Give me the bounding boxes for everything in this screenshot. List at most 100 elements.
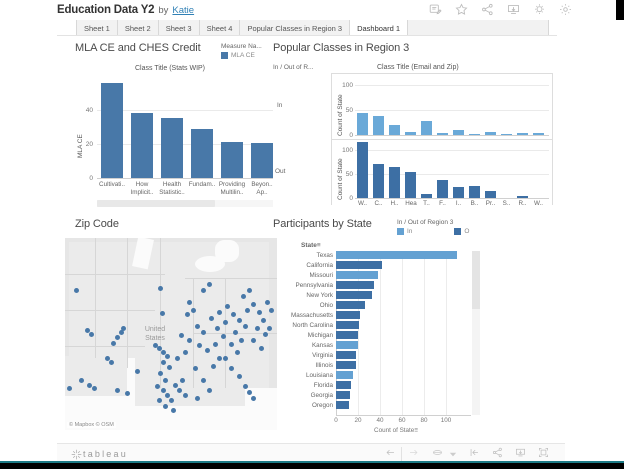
state-bar-new-york[interactable] — [336, 291, 372, 299]
map-dot[interactable] — [255, 326, 260, 331]
map-dot[interactable] — [221, 334, 226, 339]
fullscreen-icon[interactable] — [538, 445, 549, 463]
map-dot[interactable] — [251, 302, 256, 307]
map-dot[interactable] — [158, 371, 163, 376]
state-bar-kansas[interactable] — [336, 341, 358, 349]
in-bar-8[interactable] — [469, 134, 480, 135]
map-dot[interactable] — [229, 366, 234, 371]
in-bar-11[interactable] — [517, 133, 528, 135]
map-dot[interactable] — [267, 326, 272, 331]
map-dot[interactable] — [247, 390, 252, 395]
map-dot[interactable] — [217, 356, 222, 361]
sheet-tab-1[interactable]: Sheet 1 — [76, 20, 118, 35]
state-bar-louisiana[interactable] — [336, 371, 353, 379]
in-bar-10[interactable] — [501, 134, 512, 135]
map-dot[interactable] — [87, 383, 92, 388]
map-dot[interactable] — [259, 346, 264, 351]
map-dot[interactable] — [169, 398, 174, 403]
map-dot[interactable] — [205, 348, 210, 353]
share-icon[interactable] — [481, 3, 494, 16]
state-bar-missouri[interactable] — [336, 271, 378, 279]
refresh-icon[interactable] — [469, 445, 480, 463]
map-dot[interactable] — [231, 312, 236, 317]
map-dot[interactable] — [261, 318, 266, 323]
bar-beyond-app[interactable] — [251, 143, 273, 178]
bar-cultivating[interactable] — [101, 83, 123, 178]
map-dot[interactable] — [183, 350, 188, 355]
sheet-tab-dashboard-1[interactable]: Dashboard 1 — [350, 20, 409, 35]
vertical-scrollbar-track[interactable] — [472, 251, 480, 415]
state-bar-georgia[interactable] — [336, 391, 350, 399]
star-icon[interactable] — [455, 3, 468, 16]
in-bar-1[interactable] — [357, 113, 368, 135]
map-dot[interactable] — [171, 408, 176, 413]
map-dot[interactable] — [223, 320, 228, 325]
viz-mla-ce-and-ches-credit[interactable]: MLA CE and CHES Credit Measure Na... MLA… — [65, 40, 277, 212]
state-bar-massachusetts[interactable] — [336, 311, 360, 319]
map-canvas[interactable]: United States — [65, 238, 277, 430]
sheet-tab-3[interactable]: Sheet 3 — [158, 20, 200, 35]
map-dot[interactable] — [243, 324, 248, 329]
map-dot[interactable] — [233, 330, 238, 335]
map-dot[interactable] — [115, 388, 120, 393]
map-dot[interactable] — [175, 356, 180, 361]
map-dot[interactable] — [185, 312, 190, 317]
map-dot[interactable] — [67, 386, 72, 391]
map-dot[interactable] — [79, 378, 84, 383]
map-dot[interactable] — [161, 388, 166, 393]
map-dot[interactable] — [191, 308, 196, 313]
map-dot[interactable] — [263, 332, 268, 337]
map-dot[interactable] — [211, 364, 216, 369]
map-dot[interactable] — [251, 396, 256, 401]
state-bar-illinois[interactable] — [336, 361, 356, 369]
state-bar-michigan[interactable] — [336, 331, 358, 339]
state-bar-pennsylvania[interactable] — [336, 281, 374, 289]
back-arrow-icon[interactable] — [385, 445, 396, 463]
in-bar-6[interactable] — [437, 133, 448, 135]
in-bar-12[interactable] — [533, 133, 544, 135]
subscribe-icon[interactable] — [533, 3, 546, 16]
map-dot[interactable] — [161, 360, 166, 365]
bar-how-implicit[interactable] — [131, 113, 153, 178]
vertical-scrollbar-thumb[interactable] — [472, 251, 480, 309]
map-dot[interactable] — [201, 288, 206, 293]
map-dot[interactable] — [163, 378, 168, 383]
map-dot[interactable] — [195, 324, 200, 329]
state-bar-california[interactable] — [336, 261, 382, 269]
map-dot[interactable] — [179, 333, 184, 338]
out-bar-11[interactable] — [517, 196, 528, 198]
map-dot[interactable] — [109, 360, 114, 365]
revert-icon[interactable] — [431, 445, 444, 463]
map-dot[interactable] — [111, 341, 116, 346]
map-dot[interactable] — [207, 388, 212, 393]
map-dot[interactable] — [177, 388, 182, 393]
out-bar-6[interactable] — [437, 180, 448, 198]
map-dot[interactable] — [165, 393, 170, 398]
sheet-tab-2[interactable]: Sheet 2 — [117, 20, 159, 35]
map-dot[interactable] — [187, 338, 192, 343]
in-bar-4[interactable] — [405, 132, 416, 135]
map-dot[interactable] — [85, 328, 90, 333]
author-link[interactable]: Katie — [172, 4, 195, 16]
map-dot[interactable] — [115, 335, 120, 340]
map-dot[interactable] — [74, 288, 79, 293]
out-bar-7[interactable] — [453, 187, 464, 198]
map-dot[interactable] — [180, 378, 185, 383]
out-bar-2[interactable] — [373, 164, 384, 198]
out-bar-8[interactable] — [469, 186, 480, 198]
map-dot[interactable] — [89, 332, 94, 337]
map-dot[interactable] — [155, 384, 160, 389]
map-dot[interactable] — [187, 300, 192, 305]
viz-zip-code-map[interactable]: Zip Code — [65, 218, 277, 440]
state-bar-texas[interactable] — [336, 251, 457, 259]
tableau-logo[interactable]: tableau — [71, 449, 128, 460]
map-dot[interactable] — [135, 369, 140, 374]
map-dot[interactable] — [251, 338, 256, 343]
sort-icon[interactable]: ≡ — [316, 242, 321, 249]
map-dot[interactable] — [105, 356, 110, 361]
in-bar-2[interactable] — [373, 116, 384, 135]
out-bar-1[interactable] — [357, 142, 368, 198]
sheet-tab-4[interactable]: Sheet 4 — [199, 20, 241, 35]
map-dot[interactable] — [247, 288, 252, 293]
map-dot[interactable] — [183, 393, 188, 398]
